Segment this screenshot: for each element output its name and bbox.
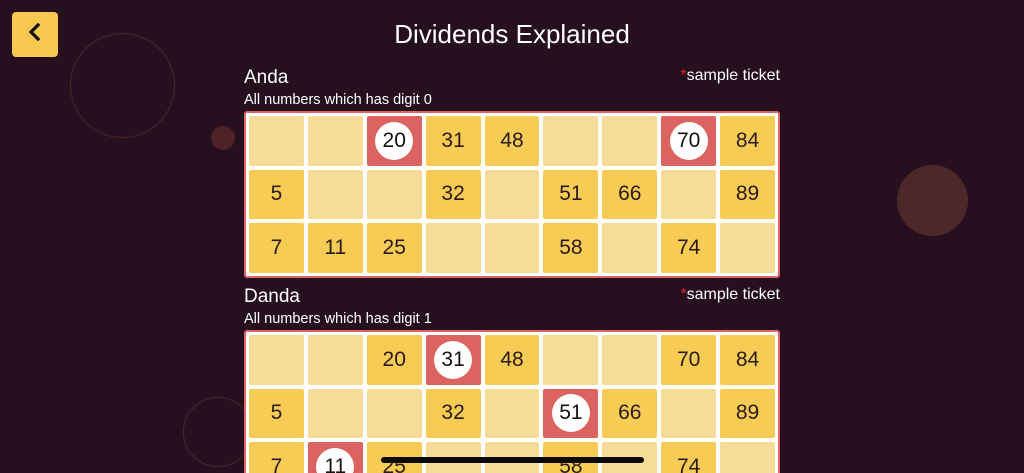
home-indicator — [381, 457, 644, 463]
ticket-cell-number: 89 — [720, 388, 775, 438]
decorative-ring — [183, 397, 253, 467]
ticket-cell-number: 32 — [425, 388, 481, 438]
ticket-cell-number: 20 — [366, 335, 422, 385]
ticket-cell-empty — [602, 116, 658, 166]
ticket-cell-number: 31 — [425, 116, 481, 166]
dividend-section-anda: Anda *sample ticket All numbers which ha… — [244, 66, 780, 278]
ticket-cell-empty — [543, 335, 599, 385]
ticket-cell-empty — [484, 223, 540, 273]
section-title: Danda — [244, 286, 300, 307]
dividend-section-danda: Danda *sample ticket All numbers which h… — [244, 285, 780, 473]
ticket-cell-empty — [602, 335, 658, 385]
ticket-cell-empty — [307, 116, 363, 166]
back-button[interactable] — [12, 12, 58, 57]
marked-number-ball: 20 — [375, 121, 414, 160]
ticket-cell-number: 5 — [249, 388, 304, 438]
sample-ticket-note: *sample ticket — [680, 67, 780, 84]
marked-number-ball: 31 — [434, 340, 473, 379]
ticket-cell-marked: 11 — [307, 442, 363, 473]
ticket-cell-empty — [661, 169, 717, 219]
ticket-cell-number: 7 — [249, 442, 304, 473]
marked-number-ball: 70 — [669, 121, 708, 160]
ticket-cell-empty — [307, 335, 363, 385]
ticket-cell-empty — [307, 388, 363, 438]
ticket-cell-empty — [543, 116, 599, 166]
ticket-cell-number: 58 — [543, 223, 599, 273]
page-title: Dividends Explained — [394, 19, 630, 49]
marked-number-ball: 11 — [316, 447, 355, 473]
ticket-cell-marked: 51 — [543, 388, 599, 438]
ticket-cell-empty — [720, 442, 775, 473]
ticket-cell-marked: 70 — [661, 116, 717, 166]
sample-ticket: 20 31 48 70 84 5 32 51 66 89 7 11 25 58 74 — [244, 330, 780, 473]
ticket-cell-number: 66 — [602, 388, 658, 438]
ticket-cell-empty — [484, 169, 540, 219]
decorative-ring — [70, 33, 175, 138]
ticket-cell-marked: 20 — [366, 116, 422, 166]
ticket-cell-number: 48 — [484, 335, 540, 385]
ticket-cell-empty — [307, 169, 363, 219]
ticket-cell-number: 11 — [307, 223, 363, 273]
ticket-cell-number: 5 — [249, 169, 304, 219]
section-title: Anda — [244, 67, 289, 88]
decorative-dot — [211, 126, 235, 150]
ticket-cell-number: 66 — [602, 169, 658, 219]
ticket-cell-empty — [249, 335, 304, 385]
ticket-cell-number: 25 — [366, 223, 422, 273]
section-description: All numbers which has digit 0 — [244, 92, 432, 108]
ticket-cell-empty — [249, 116, 304, 166]
ticket-cell-number: 74 — [661, 442, 717, 473]
ticket-cell-number: 51 — [543, 169, 599, 219]
ticket-cell-empty — [366, 169, 422, 219]
ticket-cell-empty — [366, 388, 422, 438]
ticket-cell-empty — [720, 223, 775, 273]
chevron-left-icon — [26, 22, 44, 46]
ticket-cell-number: 84 — [720, 116, 775, 166]
ticket-cell-empty — [602, 223, 658, 273]
ticket-cell-number: 84 — [720, 335, 775, 385]
ticket-cell-empty — [425, 223, 481, 273]
decorative-circle — [897, 165, 968, 236]
ticket-cell-empty — [661, 388, 717, 438]
ticket-cell-number: 89 — [720, 169, 775, 219]
section-description: All numbers which has digit 1 — [244, 311, 432, 327]
ticket-cell-number: 74 — [661, 223, 717, 273]
ticket-cell-number: 32 — [425, 169, 481, 219]
sample-ticket: 20 31 48 70 84 5 32 51 66 89 7 11 25 58 74 — [244, 111, 780, 278]
ticket-cell-number: 7 — [249, 223, 304, 273]
sample-ticket-note: *sample ticket — [680, 286, 780, 303]
ticket-cell-number: 48 — [484, 116, 540, 166]
marked-number-ball: 51 — [551, 394, 590, 433]
ticket-cell-number: 70 — [661, 335, 717, 385]
ticket-cell-marked: 31 — [425, 335, 481, 385]
ticket-cell-empty — [484, 388, 540, 438]
